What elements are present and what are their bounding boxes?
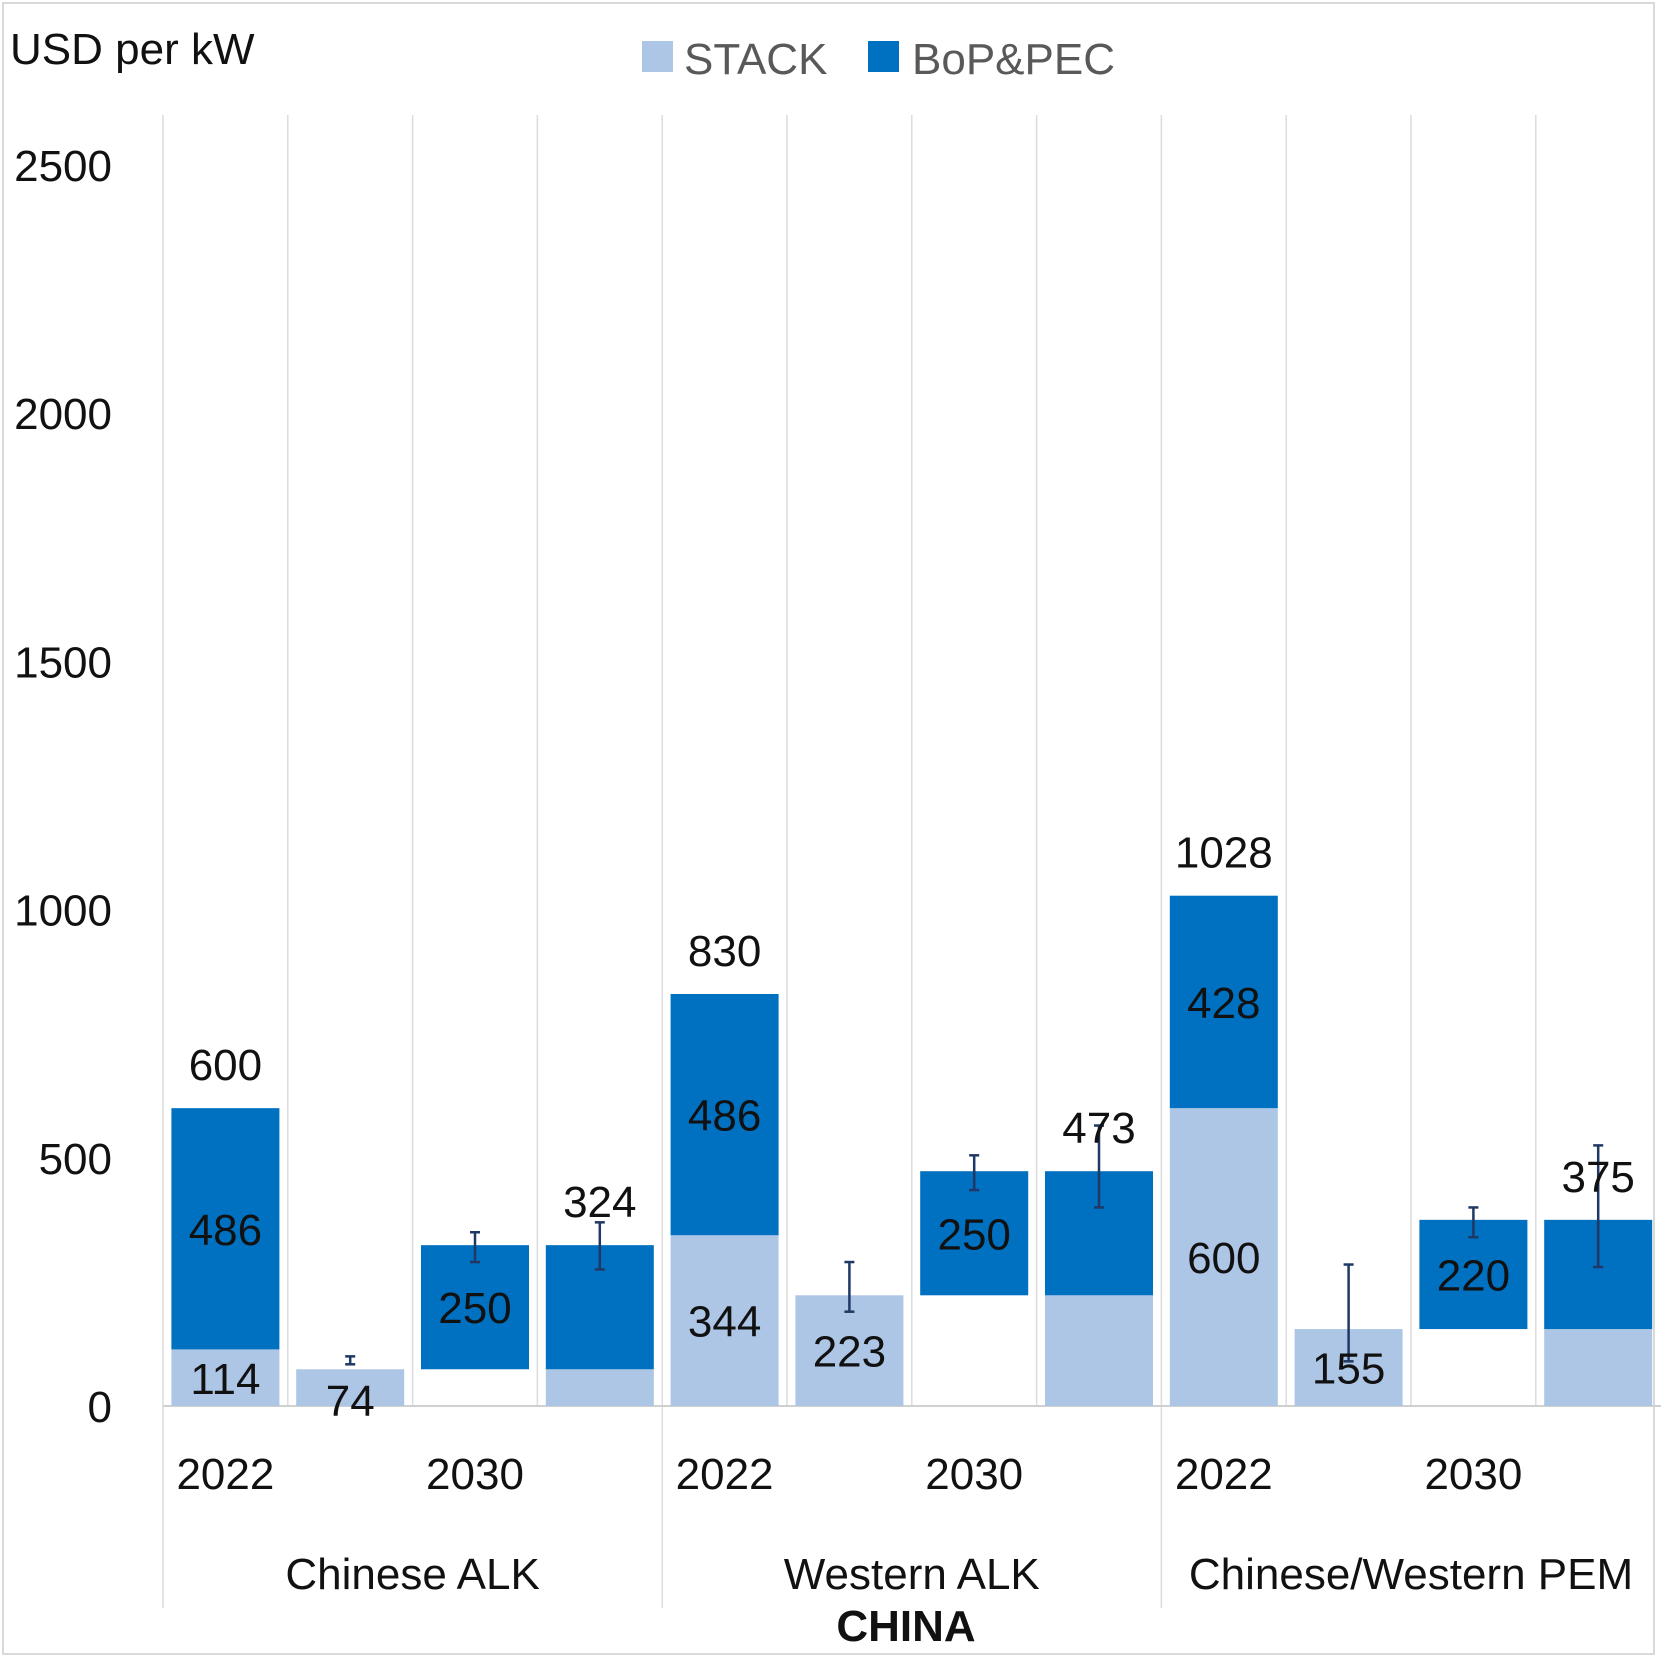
y-tick-label: 2000: [14, 390, 112, 439]
x-year-label: 2030: [925, 1450, 1023, 1499]
bop-value-label: 486: [688, 1092, 761, 1141]
total-value-label: 600: [189, 1041, 262, 1090]
stack-value-label: 600: [1187, 1234, 1260, 1283]
legend-swatch-bop: [868, 41, 899, 72]
error-bars: [345, 1124, 1604, 1366]
bar-stack-segment: [670, 1235, 779, 1406]
x-axis-categories: 2022 2030 Chinese ALK 2022 2030 Western ALK 20…: [176, 1450, 1633, 1599]
bop-value-label: 486: [189, 1206, 262, 1255]
bar-stack-segment: [545, 1369, 654, 1406]
bar-bop-segment: [421, 1245, 529, 1370]
x-group-label: Chinese/Western PEM: [1189, 1550, 1633, 1599]
y-tick-label: 2500: [14, 142, 112, 191]
total-value-label: 473: [1062, 1104, 1135, 1153]
y-axis-label: USD per kW: [10, 25, 255, 74]
bar-stack-segment: [296, 1369, 405, 1406]
total-value-label: 375: [1561, 1153, 1634, 1202]
total-value-label: 1028: [1175, 829, 1273, 878]
stack-value-label: 344: [688, 1298, 761, 1347]
bar-stack-segment: [171, 1349, 280, 1406]
stack-value-label: 114: [190, 1355, 260, 1404]
x-year-label: 2022: [676, 1450, 774, 1499]
bop-value-label: 220: [1437, 1251, 1510, 1300]
y-tick-label: 500: [39, 1135, 112, 1184]
bar-stack-segment: [1544, 1329, 1653, 1406]
stack-value-label: 74: [326, 1377, 375, 1426]
x-group-label: Western ALK: [784, 1550, 1040, 1599]
bop-value-label: 250: [937, 1210, 1010, 1259]
legend: STACK BoP&PEC: [642, 35, 1115, 84]
bar-bop-segment: [1169, 895, 1278, 1109]
bar-stack-segment: [795, 1295, 904, 1406]
x-year-label: 2030: [1424, 1450, 1522, 1499]
bar-stack-segment: [1169, 1108, 1278, 1406]
x-year-label: 2030: [426, 1450, 524, 1499]
legend-label-stack: STACK: [684, 35, 827, 84]
y-tick-label: 1500: [14, 638, 112, 687]
bar-stack-segment: [1045, 1295, 1153, 1406]
bop-value-label: 428: [1187, 979, 1260, 1028]
stack-value-label: 155: [1312, 1345, 1385, 1394]
grid-lines: [162, 115, 1661, 1608]
x-year-label: 2022: [176, 1450, 274, 1499]
stack-value-label: 223: [813, 1328, 886, 1377]
bar-bop-segment: [670, 993, 779, 1236]
bar-bop-segment: [171, 1108, 280, 1350]
y-tick-label: 1000: [14, 887, 112, 936]
bars: [171, 895, 1653, 1406]
legend-label-bop: BoP&PEC: [912, 35, 1115, 84]
x-group-label: Chinese ALK: [285, 1550, 539, 1599]
data-labels: 486 114 600 74 250 324 486 344 830 223 250 473 428 60…: [189, 829, 1635, 1426]
bar-bop-segment: [920, 1171, 1029, 1296]
y-axis-ticks: 0 500 1000 1500 2000 2500: [14, 142, 112, 1432]
total-value-label: 830: [688, 927, 761, 976]
total-value-label: 324: [563, 1178, 636, 1227]
bop-value-label: 250: [438, 1284, 511, 1333]
region-label: CHINA: [836, 1602, 975, 1651]
legend-swatch-stack: [642, 41, 673, 72]
y-tick-label: 0: [88, 1383, 112, 1432]
x-year-label: 2022: [1175, 1450, 1273, 1499]
